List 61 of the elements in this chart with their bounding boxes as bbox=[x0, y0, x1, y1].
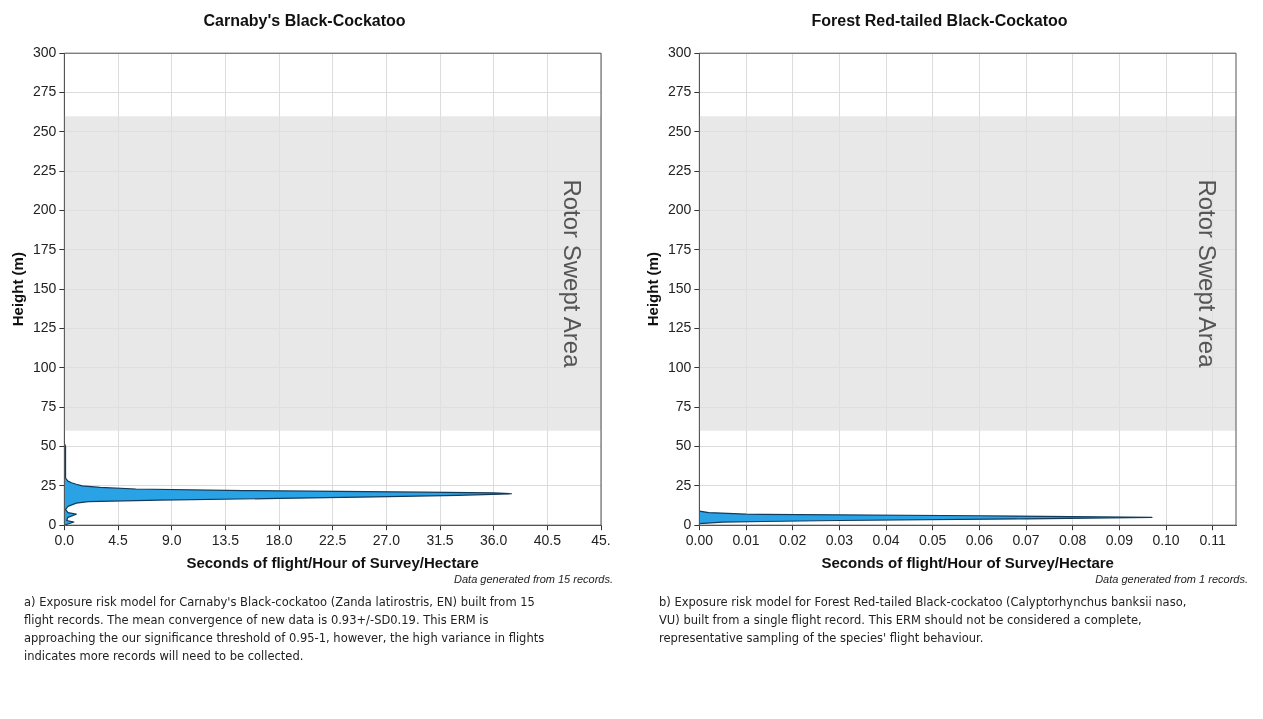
y-tick-label: 250 bbox=[668, 122, 692, 139]
x-tick-label: 0.08 bbox=[1059, 532, 1087, 549]
chart-title: Carnaby's Black-Cockatoo bbox=[203, 12, 406, 30]
x-tick-label: 0.07 bbox=[1012, 532, 1040, 549]
y-tick-label: 25 bbox=[675, 476, 692, 493]
y-tick-label: 200 bbox=[668, 201, 692, 218]
x-tick-label: 0.01 bbox=[732, 532, 760, 549]
y-tick-label: 0 bbox=[683, 516, 692, 533]
x-tick-label: 40.5 bbox=[533, 532, 562, 549]
y-tick-label: 250 bbox=[33, 122, 57, 139]
x-tick-label: 9.0 bbox=[161, 532, 182, 549]
x-tick-label: 0.0 bbox=[54, 532, 75, 549]
y-tick-label: 225 bbox=[33, 162, 57, 179]
y-axis-title: Height (m) bbox=[644, 252, 662, 327]
y-tick-label: 275 bbox=[668, 83, 692, 100]
text: a) Exposure risk model for Carnaby's Black-cockatoo (Zanda latirostris, EN) built from 15 flight records. The mean convergence of new data is 0.93+/-SD0.19. This ERM is approaching the our significance threshold of 0.95-1, however, the high variance in flights indicates more records will need to be collected. bbox=[24, 594, 546, 665]
chart-title: Forest Red-tailed Black-Cockatoo bbox=[811, 12, 1068, 30]
x-tick-label: 45. bbox=[591, 532, 611, 549]
x-tick-label: 13.5 bbox=[211, 532, 240, 549]
x-tick-label: 0.03 bbox=[825, 532, 854, 549]
y-tick-label: 175 bbox=[33, 240, 57, 257]
x-tick-label: 0.09 bbox=[1105, 532, 1134, 549]
y-tick-label: 225 bbox=[668, 162, 692, 179]
y-tick-label: 125 bbox=[33, 319, 57, 336]
y-tick-label: 150 bbox=[668, 280, 692, 297]
x-tick-label: 0.06 bbox=[965, 532, 994, 549]
band-label: Rotor Swept Area bbox=[1194, 179, 1222, 369]
x-tick-label: 31.5 bbox=[426, 532, 454, 549]
text: b) Exposure risk model for Forest Red-tailed Black-cockatoo (Calyptorhynchus banksii naso, VU) built from a single flight record. This ERM should not be considered a complete, representative sampling of the species' flight behaviour. bbox=[659, 594, 1188, 647]
text: Data generated from 15 records. bbox=[453, 573, 613, 585]
x-tick-label: 0.02 bbox=[779, 532, 807, 549]
y-tick-label: 75 bbox=[40, 398, 57, 415]
x-tick-label: 22.5 bbox=[319, 532, 347, 549]
y-tick-label: 200 bbox=[33, 201, 57, 218]
y-tick-label: 0 bbox=[48, 516, 57, 533]
y-tick-label: 75 bbox=[675, 398, 692, 415]
y-tick-label: 300 bbox=[668, 44, 692, 61]
y-tick-label: 275 bbox=[33, 83, 57, 100]
y-tick-label: 125 bbox=[668, 319, 692, 336]
y-tick-label: 50 bbox=[675, 437, 692, 454]
x-tick-label: 0.00 bbox=[685, 532, 714, 549]
x-tick-label: 18.0 bbox=[265, 532, 293, 549]
y-tick-label: 100 bbox=[668, 358, 692, 375]
y-tick-label: 300 bbox=[33, 44, 57, 61]
x-axis-title: Seconds of flight/Hour of Survey/Hectare bbox=[821, 554, 1114, 572]
x-tick-label: 0.05 bbox=[919, 532, 947, 549]
y-tick-label: 100 bbox=[33, 358, 57, 375]
x-tick-label: 0.11 bbox=[1199, 532, 1226, 549]
x-tick-label: 27.0 bbox=[372, 532, 401, 549]
y-tick-label: 25 bbox=[40, 476, 57, 493]
y-tick-label: 175 bbox=[668, 240, 692, 257]
x-tick-label: 0.10 bbox=[1152, 532, 1180, 549]
y-tick-label: 150 bbox=[33, 280, 57, 297]
y-tick-label: 50 bbox=[40, 437, 57, 454]
x-tick-label: 4.5 bbox=[108, 532, 128, 549]
text: Data generated from 1 records. bbox=[1094, 573, 1248, 585]
x-axis-title: Seconds of flight/Hour of Survey/Hectare bbox=[186, 554, 479, 572]
band-label: Rotor Swept Area bbox=[559, 179, 587, 369]
y-axis-title: Height (m) bbox=[9, 252, 27, 327]
x-tick-label: 36.0 bbox=[480, 532, 508, 549]
x-tick-label: 0.04 bbox=[872, 532, 900, 549]
